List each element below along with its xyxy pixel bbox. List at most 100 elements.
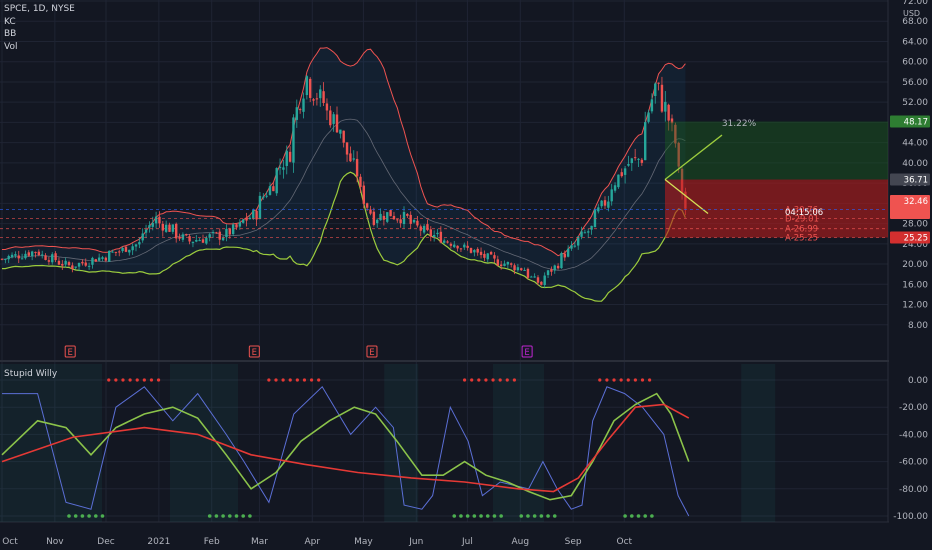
candle: [118, 251, 121, 253]
candle: [389, 210, 392, 217]
candle: [352, 158, 355, 160]
price-tick: 72.00: [902, 0, 928, 7]
candle: [335, 114, 339, 133]
candle: [148, 225, 151, 228]
oversold-dot: [207, 514, 212, 518]
oversold-dot: [499, 514, 503, 518]
candle: [402, 211, 406, 225]
earnings-label: E: [68, 348, 73, 358]
candle: [607, 201, 610, 208]
overbought-dot: [512, 378, 516, 382]
indicator-kc[interactable]: KC: [4, 17, 16, 27]
candle: [332, 114, 335, 124]
candle: [175, 223, 178, 239]
level-label: D-29.01: [785, 214, 819, 224]
overbought-dot: [619, 378, 623, 382]
time-tick: Jul: [461, 537, 473, 547]
price-axis-bg: [889, 0, 932, 550]
oversold-dot: [519, 514, 524, 518]
projection-up-arrow: [664, 134, 723, 181]
candle: [449, 243, 453, 246]
candle: [191, 241, 195, 244]
candle: [476, 248, 479, 253]
candle: [654, 83, 657, 96]
stupid-willy-pane: [0, 364, 932, 522]
candle: [376, 219, 379, 224]
candle: [379, 213, 382, 221]
symbol-line[interactable]: SPCE, 1D, NYSE: [4, 4, 75, 14]
oversold-dot: [479, 514, 483, 518]
oversold-dot: [465, 514, 470, 518]
candle: [583, 232, 587, 234]
oversold-dot: [492, 514, 497, 518]
candle: [221, 237, 225, 241]
sub-tick: -60.00: [899, 458, 928, 468]
candle: [44, 255, 47, 260]
candle: [97, 257, 101, 261]
candle: [231, 224, 235, 235]
candle: [483, 253, 486, 258]
candle: [57, 260, 61, 265]
candle: [245, 217, 248, 221]
candle: [560, 253, 563, 269]
candle: [536, 277, 540, 283]
candle: [178, 236, 181, 239]
oversold-dot: [452, 514, 457, 518]
candle: [580, 231, 583, 237]
time-tick: Jun: [408, 537, 423, 547]
candle: [349, 153, 352, 162]
overbought-dot: [605, 378, 609, 382]
candle: [262, 196, 265, 198]
oversold-dot: [532, 514, 537, 518]
candle: [164, 224, 168, 232]
time-axis: Oct Nov Dec 2021 Feb Mar Apr May Jun Jul Aug Sep Oct: [2, 537, 632, 547]
candle: [168, 224, 171, 232]
indicator-vol[interactable]: Vol: [4, 42, 18, 52]
overbought-dot: [477, 378, 481, 382]
candle: [275, 168, 278, 194]
candle: [667, 104, 670, 121]
candle: [630, 158, 633, 164]
candle: [493, 255, 496, 259]
candle: [208, 234, 211, 238]
indicator-bb[interactable]: BB: [4, 29, 17, 39]
oversold-dot: [472, 514, 477, 518]
time-tick: Oct: [2, 537, 18, 547]
candle: [131, 246, 134, 251]
candle: [282, 167, 285, 170]
earnings-label: E: [252, 348, 257, 358]
time-tick: May: [354, 537, 373, 547]
candle: [298, 109, 302, 111]
price-tick: 16.00: [902, 280, 928, 290]
signal-zone: [384, 364, 419, 522]
price-tick: 64.00: [902, 37, 928, 47]
overbought-dot: [128, 378, 132, 382]
candle: [469, 247, 473, 253]
candle: [252, 210, 255, 219]
candle: [134, 244, 138, 247]
earnings-marker: [521, 345, 533, 358]
sub-indicator-label[interactable]: Stupid Willy: [4, 369, 58, 379]
candle: [17, 255, 20, 259]
candle: [312, 99, 315, 101]
oversold-dot: [539, 514, 544, 518]
candle: [74, 266, 77, 268]
oversold-dot: [526, 514, 530, 518]
candle: [459, 248, 463, 250]
candle: [510, 263, 513, 265]
candle: [339, 129, 342, 134]
candle: [64, 260, 67, 265]
overbought-dot: [281, 378, 285, 382]
candle: [248, 217, 252, 220]
sub-tick: -100.00: [893, 512, 928, 522]
oversold-dot: [67, 514, 71, 518]
price-tick: 68.00: [902, 17, 928, 27]
projection-down-arrow: [664, 179, 709, 214]
time-tick: Mar: [251, 537, 268, 547]
candle: [677, 142, 680, 167]
candle: [499, 264, 503, 267]
level-label: A-25.25: [785, 234, 818, 244]
oversold-dot: [80, 514, 85, 518]
candle: [272, 186, 275, 192]
